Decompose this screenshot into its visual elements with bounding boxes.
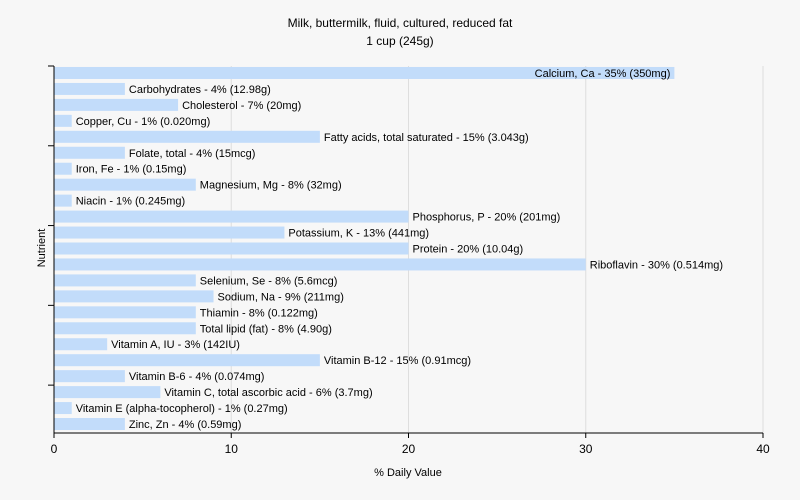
bar bbox=[54, 322, 196, 335]
bar bbox=[54, 354, 320, 367]
x-tick-label: 20 bbox=[402, 442, 416, 456]
bar bbox=[54, 66, 675, 79]
bar bbox=[54, 210, 409, 223]
bar-label: Selenium, Se - 8% (5.6mcg) bbox=[200, 275, 338, 287]
bar-label: Calcium, Ca - 35% (350mg) bbox=[535, 68, 671, 80]
bar bbox=[54, 114, 72, 127]
bar-label: Niacin - 1% (0.245mg) bbox=[76, 196, 185, 208]
bar-label: Fatty acids, total saturated - 15% (3.04… bbox=[324, 132, 529, 144]
bar bbox=[54, 178, 196, 191]
bar bbox=[54, 82, 125, 95]
bar-label: Total lipid (fat) - 8% (4.90g) bbox=[200, 323, 332, 335]
bar-label: Magnesium, Mg - 8% (32mg) bbox=[200, 180, 342, 192]
bar bbox=[54, 370, 125, 383]
bar bbox=[54, 242, 409, 255]
bar bbox=[54, 290, 214, 303]
bar bbox=[54, 146, 125, 159]
x-axis-label: % Daily Value bbox=[374, 467, 442, 479]
bar-label: Potassium, K - 13% (441mg) bbox=[288, 228, 429, 240]
bar-labels-group: Calcium, Ca - 35% (350mg) Carbohydrates -… bbox=[76, 68, 723, 431]
bars-group bbox=[54, 66, 675, 431]
x-tick-label: 30 bbox=[579, 442, 593, 456]
bar bbox=[54, 306, 196, 319]
x-tick-label: 40 bbox=[756, 442, 770, 456]
bar-label: Folate, total - 4% (15mcg) bbox=[129, 148, 256, 160]
chart-subtitle: 1 cup (245g) bbox=[366, 34, 433, 48]
bar-label: Iron, Fe - 1% (0.15mg) bbox=[76, 164, 187, 176]
bar-label: Zinc, Zn - 4% (0.59mg) bbox=[129, 419, 241, 431]
bar-label: Cholesterol - 7% (20mg) bbox=[182, 100, 301, 112]
bar-label: Sodium, Na - 9% (211mg) bbox=[218, 291, 344, 303]
bar bbox=[54, 226, 285, 239]
bar bbox=[54, 418, 125, 431]
bar-label: Vitamin C, total ascorbic acid - 6% (3.7… bbox=[164, 387, 372, 399]
bar-label: Carbohydrates - 4% (12.98g) bbox=[129, 84, 271, 96]
bar-label: Vitamin A, IU - 3% (142IU) bbox=[111, 339, 240, 351]
bar-label: Thiamin - 8% (0.122mg) bbox=[200, 307, 318, 319]
y-axis-ticks bbox=[48, 65, 54, 386]
bar-label: Phosphorus, P - 20% (201mg) bbox=[413, 212, 561, 224]
bar bbox=[54, 274, 196, 287]
bar bbox=[54, 130, 320, 143]
bar-label: Protein - 20% (10.04g) bbox=[413, 244, 524, 256]
bar bbox=[54, 386, 161, 399]
bar bbox=[54, 194, 72, 207]
bar-label: Riboflavin - 30% (0.514mg) bbox=[590, 259, 723, 271]
bar bbox=[54, 402, 72, 415]
y-axis-label: Nutrient bbox=[36, 229, 48, 268]
x-tick-label: 10 bbox=[225, 442, 239, 456]
bar-label: Vitamin E (alpha-tocopherol) - 1% (0.27m… bbox=[76, 403, 288, 415]
bar-label: Vitamin B-12 - 15% (0.91mcg) bbox=[324, 355, 471, 367]
x-axis-ticks: 0 10 20 30 40 bbox=[51, 433, 770, 456]
bar-label: Copper, Cu - 1% (0.020mg) bbox=[76, 116, 211, 128]
chart-title: Milk, buttermilk, fluid, cultured, reduc… bbox=[288, 16, 513, 30]
bar bbox=[54, 338, 108, 351]
bar-label: Vitamin B-6 - 4% (0.074mg) bbox=[129, 371, 265, 383]
bar bbox=[54, 258, 586, 271]
bar bbox=[54, 98, 179, 111]
x-tick-label: 0 bbox=[51, 442, 58, 456]
bar bbox=[54, 162, 72, 175]
